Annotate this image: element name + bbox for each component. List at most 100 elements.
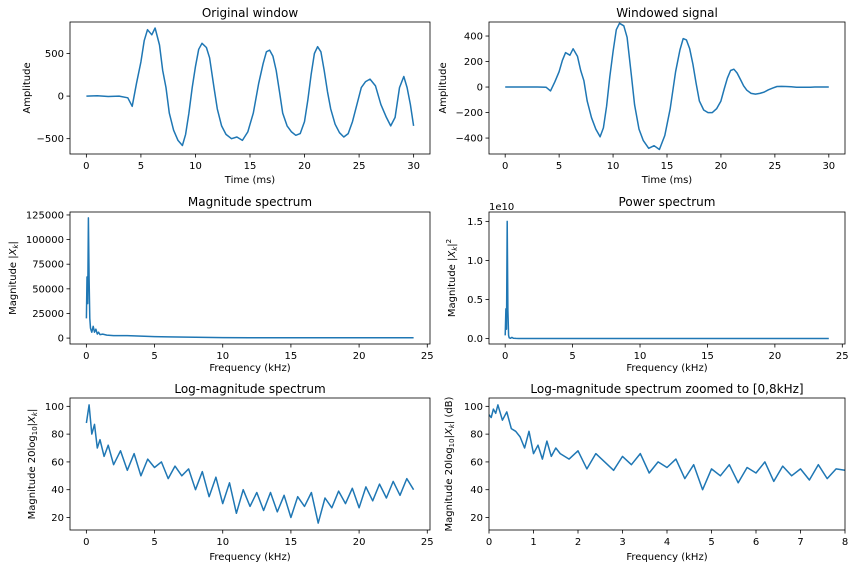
y-tick-label: 40	[51, 485, 64, 496]
x-tick-label: 0	[83, 161, 89, 172]
x-tick-label: 25	[836, 351, 849, 362]
x-tick-label: 25	[353, 161, 366, 172]
x-tick-label: 10	[216, 537, 229, 548]
x-axis-label: Frequency (kHz)	[626, 363, 707, 374]
y-tick-label: 0	[58, 334, 64, 345]
x-tick-label: 15	[701, 351, 714, 362]
x-tick-label: 10	[216, 351, 229, 362]
y-tick-label: 50000	[32, 284, 64, 295]
x-axis-label: Time (ms)	[641, 175, 693, 186]
x-tick-label: 5	[151, 537, 157, 548]
y-tick-label: 60	[470, 457, 483, 468]
y-tick-label: 0.0	[467, 334, 483, 345]
plot-frame	[488, 397, 846, 531]
chart-magnitude-spectrum: Magnitude spectrum Frequency (kHz) Magni…	[8, 195, 434, 374]
y-tick-label: 100000	[26, 235, 64, 246]
chart-title: Windowed signal	[616, 6, 718, 20]
y-tick-label: 200	[464, 57, 483, 68]
plot-frame	[488, 21, 846, 155]
y-tick-label: 1.5	[467, 217, 483, 228]
x-tick-label: 1	[530, 537, 536, 548]
y-tick-label: 500	[45, 49, 64, 60]
x-tick-label: 25	[769, 161, 782, 172]
y-tick-label: −400	[456, 134, 483, 145]
x-tick-label: 20	[298, 161, 311, 172]
y-tick-label: 0.5	[467, 295, 483, 306]
y-tick-label: 20	[51, 513, 64, 524]
y-tick-label: −500	[37, 134, 64, 145]
y-axis-label: Magnitude |Xk|2	[445, 239, 459, 317]
x-tick-label: 15	[661, 161, 674, 172]
x-tick-label: 3	[619, 537, 625, 548]
x-axis-label: Frequency (kHz)	[209, 363, 290, 374]
x-tick-label: 7	[797, 537, 803, 548]
series-line-1	[489, 404, 845, 491]
y-tick-label: 25000	[32, 309, 64, 320]
plot-frame	[69, 397, 431, 531]
series-line-1	[85, 404, 415, 524]
x-tick-label: 10	[634, 351, 647, 362]
chart-windowed-signal: Windowed signal Time (ms) Amplitude 0 5 10…	[438, 6, 846, 186]
x-tick-label: 5	[556, 161, 562, 172]
chart-title: Log-magnitude spectrum zoomed to [0,8kHz…	[530, 382, 803, 396]
x-tick-label: 25	[421, 537, 434, 548]
y-tick-label: 80	[51, 430, 64, 441]
x-axis-label: Frequency (kHz)	[209, 552, 290, 563]
y-tick-label: 75000	[32, 260, 64, 271]
x-tick-label: 4	[664, 537, 670, 548]
y-tick-label: 1.0	[467, 256, 483, 267]
x-tick-label: 5	[138, 161, 144, 172]
series-line-1	[86, 27, 415, 147]
plot-frame	[488, 211, 846, 345]
x-tick-label: 20	[769, 351, 782, 362]
chart-log-magnitude-zoomed: Log-magnitude spectrum zoomed to [0,8kHz…	[444, 382, 848, 563]
x-tick-label: 15	[244, 161, 257, 172]
x-tick-label: 0	[502, 351, 508, 362]
x-tick-label: 2	[575, 537, 581, 548]
x-tick-label: 8	[842, 537, 848, 548]
x-axis-label: Frequency (kHz)	[626, 552, 707, 563]
y-tick-label: 400	[464, 32, 483, 43]
y-tick-label: 60	[51, 457, 64, 468]
series-line-1	[504, 220, 829, 340]
y-axis-offset-text: 1e10	[489, 202, 514, 213]
y-tick-label: 80	[470, 430, 483, 441]
y-axis-label: Magnitude 20log10|Xk| (dB)	[444, 396, 456, 531]
x-tick-label: 0	[486, 537, 492, 548]
x-axis-label: Time (ms)	[224, 175, 276, 186]
x-tick-label: 30	[407, 161, 420, 172]
y-axis-label: Amplitude	[438, 62, 449, 113]
chart-title: Original window	[202, 6, 298, 20]
y-tick-label: 125000	[26, 210, 64, 221]
y-axis-label: Amplitude	[22, 62, 33, 113]
plot-frame	[69, 211, 431, 345]
y-tick-label: 20	[470, 513, 483, 524]
y-axis-label: Magnitude 20log10|Xk|	[27, 409, 39, 520]
x-tick-label: 20	[353, 351, 366, 362]
chart-title: Power spectrum	[619, 195, 716, 209]
x-tick-label: 5	[708, 537, 714, 548]
y-axis-label: Magnitude |Xk|	[8, 241, 20, 315]
x-tick-label: 15	[285, 351, 298, 362]
chart-power-spectrum: Power spectrum Frequency (kHz) Magnitude…	[445, 195, 849, 374]
x-tick-label: 10	[607, 161, 620, 172]
x-tick-label: 6	[753, 537, 759, 548]
y-tick-label: 100	[464, 402, 483, 413]
chart-original-window: Original window Time (ms) Amplitude 0 5 10…	[22, 6, 431, 186]
x-tick-label: 0	[502, 161, 508, 172]
chart-title: Log-magnitude spectrum	[174, 382, 325, 396]
y-tick-label: 0	[477, 83, 483, 94]
x-tick-label: 15	[285, 537, 298, 548]
x-tick-label: 5	[569, 351, 575, 362]
x-tick-label: 25	[421, 351, 434, 362]
y-tick-label: 40	[470, 485, 483, 496]
chart-title: Magnitude spectrum	[188, 195, 312, 209]
x-tick-label: 20	[715, 161, 728, 172]
x-tick-label: 10	[189, 161, 202, 172]
series-line-1	[85, 217, 414, 339]
x-tick-label: 0	[83, 537, 89, 548]
x-tick-label: 5	[151, 351, 157, 362]
chart-log-magnitude-spectrum: Log-magnitude spectrum Frequency (kHz) M…	[27, 382, 434, 563]
y-tick-label: −200	[456, 108, 483, 119]
